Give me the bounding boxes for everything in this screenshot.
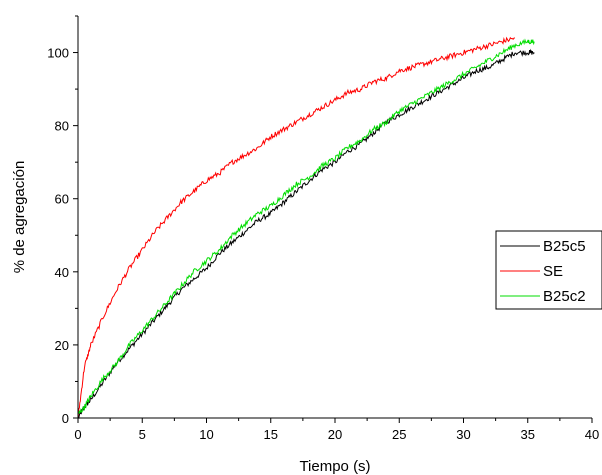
x-tick-label: 20 <box>328 427 342 442</box>
y-tick-label: 20 <box>55 338 69 353</box>
y-tick-label: 60 <box>55 192 69 207</box>
plot-series <box>77 36 535 420</box>
legend-label-B25c5: B25c5 <box>543 238 586 255</box>
axes: 0 5 10 15 20 25 30 35 40 0 20 40 60 80 100 <box>47 15 599 442</box>
x-tick-label: 5 <box>139 427 146 442</box>
x-tick-label: 35 <box>521 427 535 442</box>
y-axis-title: % de agregación <box>11 161 28 274</box>
series-line-SE <box>77 36 516 419</box>
x-tick-label: 30 <box>456 427 470 442</box>
legend-label-SE: SE <box>543 263 563 280</box>
series-line-B25c2 <box>77 38 535 415</box>
x-axis-title: Tiempo (s) <box>299 458 370 475</box>
x-tick-label: 15 <box>264 427 278 442</box>
x-tick-label: 0 <box>74 427 81 442</box>
legend-label-B25c2: B25c2 <box>543 288 586 305</box>
y-tick-label: 100 <box>47 46 69 61</box>
y-tick-label: 40 <box>55 265 69 280</box>
x-tick-label: 40 <box>585 427 599 442</box>
y-tick-label: 0 <box>62 411 69 426</box>
series-line-B25c5 <box>77 48 535 420</box>
legend: B25c5 SE B25c2 <box>495 230 602 310</box>
x-tick-label: 25 <box>392 427 406 442</box>
x-tick-label: 10 <box>199 427 213 442</box>
y-tick-label: 80 <box>55 119 69 134</box>
